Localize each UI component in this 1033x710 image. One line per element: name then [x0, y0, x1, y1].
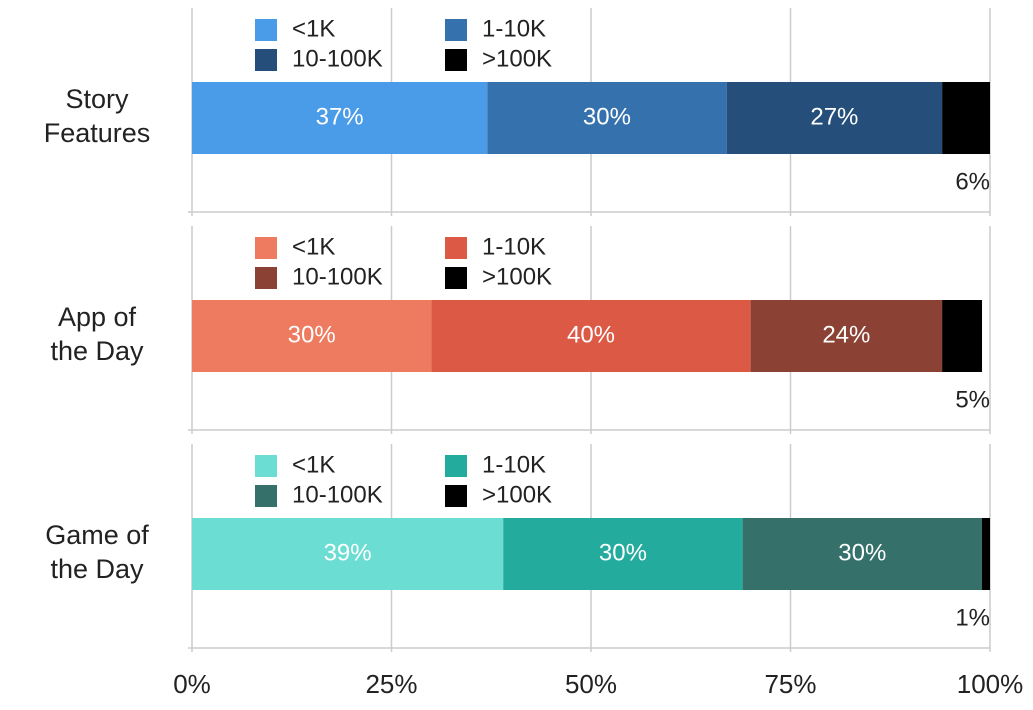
value-label: 27% [810, 103, 858, 130]
x-tick-label: 0% [173, 669, 211, 699]
bar-segment [192, 82, 488, 154]
legend-swatch [255, 19, 277, 41]
legend-label: 1-10K [482, 451, 546, 478]
bar-segment [726, 82, 943, 154]
legend-label: <1K [292, 15, 335, 42]
x-tick-label: 75% [764, 669, 816, 699]
category-label: App of [58, 302, 137, 332]
legend-swatch [445, 19, 467, 41]
legend-label: 10-100K [292, 481, 383, 508]
value-label: 40% [567, 321, 615, 348]
value-label: 5% [955, 386, 990, 413]
value-label: 30% [583, 103, 631, 130]
category-label: Game of [45, 520, 149, 550]
legend-label: >100K [482, 481, 552, 508]
legend-label: 1-10K [482, 15, 546, 42]
legend-label: <1K [292, 451, 335, 478]
x-tick-label: 25% [365, 669, 417, 699]
bar-segment [742, 518, 983, 590]
legend-swatch [445, 267, 467, 289]
value-label: 30% [599, 539, 647, 566]
legend-swatch [445, 485, 467, 507]
bar-segment [192, 300, 432, 372]
x-tick-label: 100% [957, 669, 1024, 699]
legend-swatch [445, 237, 467, 259]
legend-swatch [445, 49, 467, 71]
category-label: the Day [50, 554, 144, 584]
legend-label: >100K [482, 263, 552, 290]
value-label: 6% [955, 168, 990, 195]
legend-swatch [255, 267, 277, 289]
legend-swatch [255, 455, 277, 477]
value-label: 30% [838, 539, 886, 566]
value-label: 39% [324, 539, 372, 566]
legend-label: >100K [482, 45, 552, 72]
legend-label: 1-10K [482, 233, 546, 260]
value-label: 24% [822, 321, 870, 348]
value-label: 37% [316, 103, 364, 130]
legend-label: <1K [292, 233, 335, 260]
bar-segment [982, 518, 990, 590]
legend-swatch [445, 455, 467, 477]
legend-swatch [255, 485, 277, 507]
legend-label: 10-100K [292, 45, 383, 72]
category-label: the Day [50, 336, 144, 366]
legend-label: 10-100K [292, 263, 383, 290]
bar-segment [503, 518, 743, 590]
category-label: Features [44, 118, 151, 148]
bar-segment [942, 82, 990, 154]
category-label: Story [65, 84, 129, 114]
value-label: 30% [288, 321, 336, 348]
bar-segment [942, 300, 983, 372]
bar-segment [750, 300, 943, 372]
legend-swatch [255, 237, 277, 259]
bar-segment [192, 518, 504, 590]
value-label: 1% [955, 604, 990, 631]
legend-swatch [255, 49, 277, 71]
x-tick-label: 50% [565, 669, 617, 699]
bar-segment [487, 82, 727, 154]
bar-segment [431, 300, 751, 372]
